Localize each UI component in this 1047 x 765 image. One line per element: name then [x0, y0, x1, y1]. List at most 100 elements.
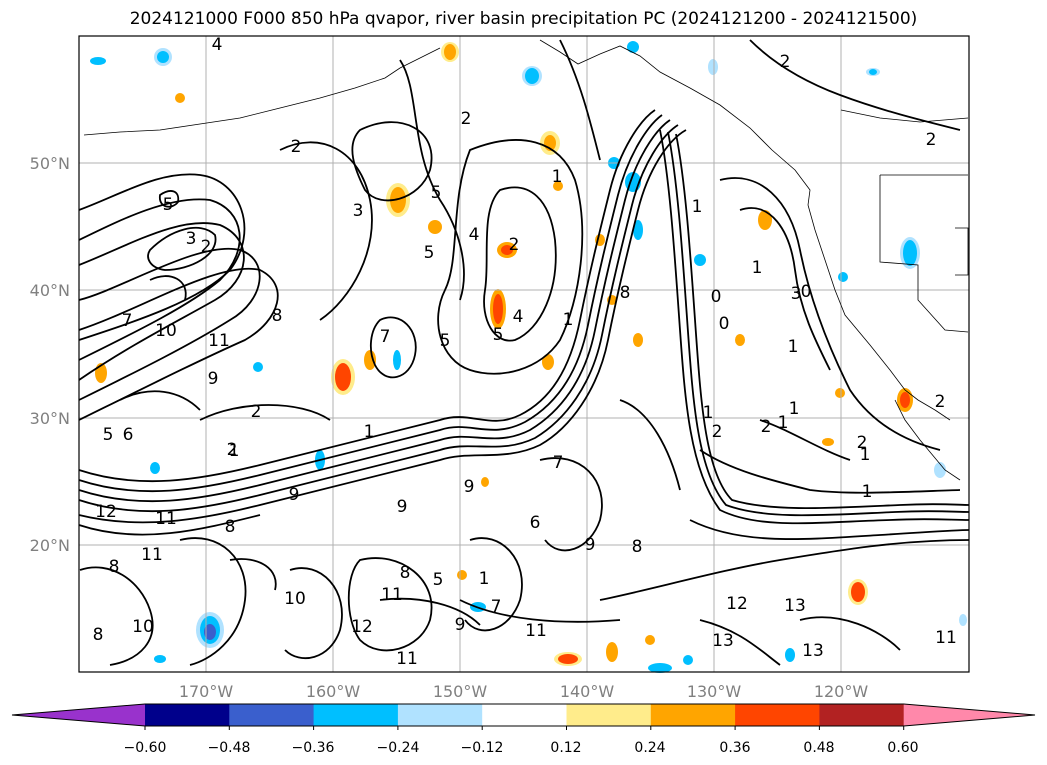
colorbar-segment [313, 704, 399, 726]
contour-label: 5 [433, 570, 444, 590]
colorbar-segment [145, 704, 230, 726]
contour-label: 1 [703, 403, 714, 423]
contour-label: 1 [229, 441, 240, 461]
contour-label: 7 [122, 311, 133, 331]
contour-label: 4 [469, 225, 480, 245]
lon-label-170w: 170°W [179, 682, 234, 701]
contour-label: 3 [791, 284, 802, 304]
contour-label: 11 [381, 585, 403, 605]
colorbar-tick-label: −0.48 [208, 740, 251, 756]
contour-label: 8 [109, 557, 120, 577]
contour-label: 11 [396, 649, 418, 669]
contour-lines [78, 39, 970, 666]
latitude-labels: 50°N 40°N 30°N 20°N [30, 154, 70, 555]
contour-label: 8 [272, 306, 283, 326]
contour-label: 5 [424, 243, 435, 263]
contour-label: 11 [935, 628, 957, 648]
contour-label: 2 [461, 109, 472, 129]
contour-label: 8 [225, 517, 236, 537]
colorbar-tick-label: 0.36 [719, 740, 750, 756]
contour-label: 3 [186, 229, 197, 249]
contour-label: 5 [440, 331, 451, 351]
contour-label: 6 [530, 513, 541, 533]
contour-label: 12 [351, 617, 373, 637]
contour-label: 1 [789, 399, 800, 419]
lat-label-40n: 40°N [30, 281, 70, 300]
contour-label: 2 [761, 417, 772, 437]
contour-label: 4 [212, 35, 223, 55]
contour-label: 5 [163, 195, 174, 215]
contour-label: 9 [397, 497, 408, 517]
contour-label: 11 [141, 545, 163, 565]
contour-label: 10 [284, 589, 306, 609]
colorbar-tick-labels: −0.60 −0.48 −0.36 −0.24 −0.12 0.12 0.24 … [124, 740, 919, 756]
colorbar [11, 703, 1036, 730]
contour-label: 0 [719, 314, 730, 334]
shading-layer [90, 41, 967, 673]
contour-label: 1 [692, 197, 703, 217]
contour-label: 7 [553, 453, 564, 473]
colorbar-segment [650, 704, 736, 726]
colorbar-tick-label: −0.60 [124, 740, 167, 756]
contour-label: 5 [103, 425, 114, 445]
contour-label: 12 [95, 502, 117, 522]
colorbar-segment [397, 704, 483, 726]
contour-label: 12 [726, 594, 748, 614]
colorbar-segment [819, 704, 905, 726]
colorbar-tick-label: −0.24 [377, 740, 420, 756]
colorbar-tick-label: 0.24 [634, 740, 665, 756]
contour-label: 2 [857, 433, 868, 453]
contour-label: 4 [513, 307, 524, 327]
contour-label: 2 [291, 137, 302, 157]
lat-label-50n: 50°N [30, 154, 70, 173]
contour-label: 10 [132, 617, 154, 637]
colorbar-segment [566, 704, 652, 726]
lon-label-130w: 130°W [687, 682, 742, 701]
contour-label: 3 [353, 201, 364, 221]
contour-label: 13 [802, 641, 824, 661]
contour-label: 9 [464, 477, 475, 497]
contour-label: 11 [208, 331, 230, 351]
colorbar-segment [229, 704, 315, 726]
map-frame [78, 35, 970, 673]
contour-label: 11 [155, 509, 177, 529]
contour-label: 2 [201, 237, 212, 257]
contour-label: 9 [289, 485, 300, 505]
contour-label: 1 [563, 310, 574, 330]
contour-label: 2 [712, 422, 723, 442]
colorbar-tick-label: 0.12 [550, 740, 581, 756]
contour-label: 1 [364, 422, 375, 442]
contour-label: 11 [525, 621, 547, 641]
lon-label-120w: 120°W [814, 682, 869, 701]
colorbar-tick-label: 0.48 [803, 740, 834, 756]
longitude-labels: 170°W 160°W 150°W 140°W 130°W 120°W [179, 682, 869, 701]
contour-label: 8 [93, 625, 104, 645]
colorbar-extension-high [903, 704, 1035, 726]
contour-label: 7 [491, 597, 502, 617]
contour-label: 2 [509, 235, 520, 255]
contour-label: 8 [632, 537, 643, 557]
colorbar-segment [482, 704, 567, 726]
contour-label: 5 [431, 183, 442, 203]
contour-label: 2 [935, 392, 946, 412]
contour-label: 1 [862, 482, 873, 502]
colorbar-tick-label: −0.36 [292, 740, 335, 756]
contour-label: 1 [788, 337, 799, 357]
contour-label: 8 [620, 283, 631, 303]
contour-label: 9 [455, 615, 466, 635]
lon-label-150w: 150°W [433, 682, 488, 701]
colorbar-tick-label: −0.12 [461, 740, 504, 756]
colorbar-tick-label: 0.60 [887, 740, 918, 756]
colorbar-extension-low [12, 704, 145, 726]
contour-label: 8 [400, 563, 411, 583]
contour-label: 2 [227, 440, 238, 460]
contour-label: 2 [251, 402, 262, 422]
contour-label: 9 [208, 369, 219, 389]
contour-label: 13 [784, 596, 806, 616]
map-title: 2024121000 F000 850 hPa qvapor, river ba… [129, 9, 918, 29]
contour-label: 2 [780, 52, 791, 72]
contour-label: 1 [752, 258, 763, 278]
contour-label: 6 [123, 425, 134, 445]
lat-label-30n: 30°N [30, 409, 70, 428]
